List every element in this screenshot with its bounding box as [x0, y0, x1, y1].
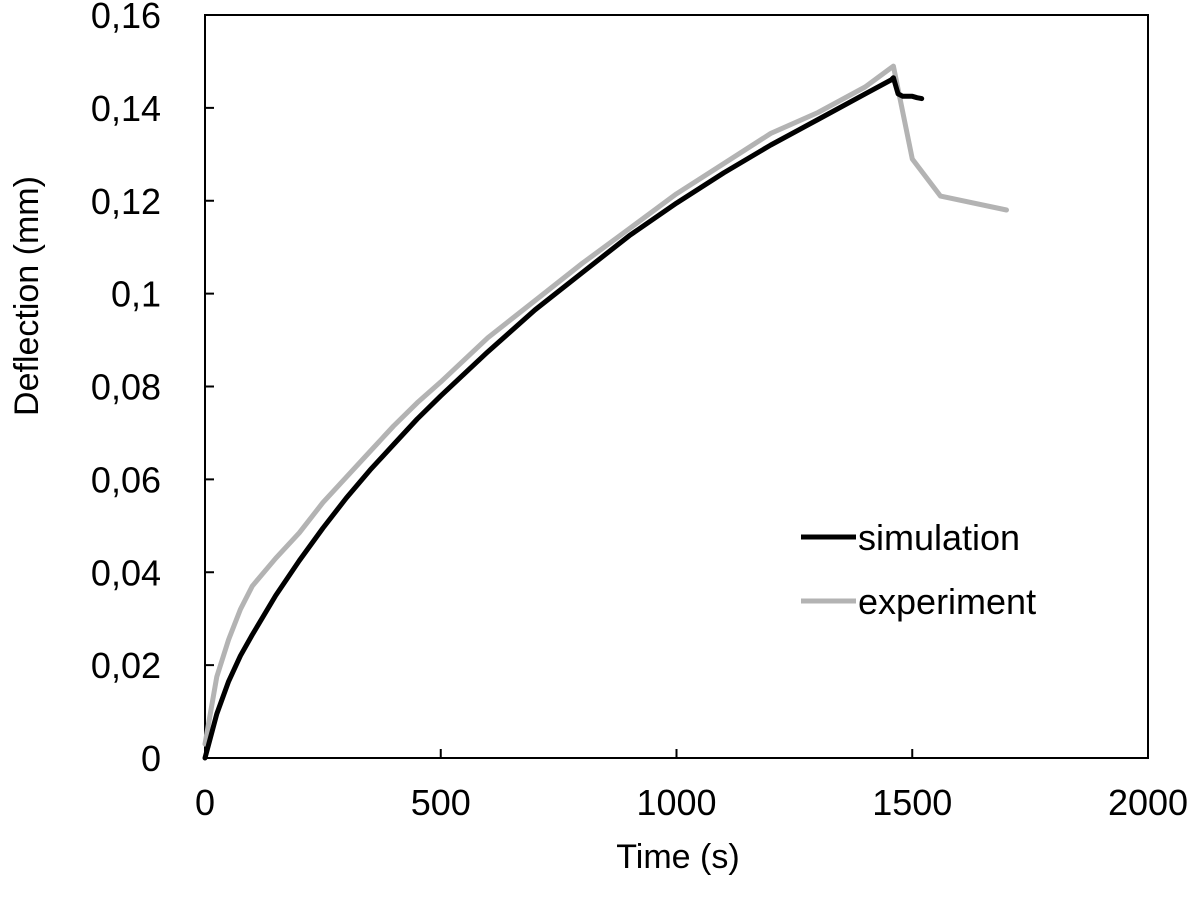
legend: simulation experiment: [801, 517, 1036, 622]
plot-area-border: [204, 14, 1149, 759]
x-tick-label: 2000: [1108, 782, 1188, 823]
y-tick-label: 0: [141, 738, 161, 779]
y-axis-ticks: 0 0,02 0,04 0,06 0,08 0,1 0,12 0,14 0,16: [91, 0, 214, 779]
series-line-simulation: [202, 75, 925, 761]
y-tick-label: 0,12: [91, 181, 161, 222]
y-tick-label: 0,14: [91, 88, 161, 129]
y-tick-label: 0,16: [91, 0, 161, 36]
y-tick-label: 0,02: [91, 645, 161, 686]
y-tick-label: 0,06: [91, 459, 161, 500]
y-tick-label: 0,08: [91, 367, 161, 408]
x-tick-label: 1000: [636, 782, 716, 823]
x-tick-label: 500: [411, 782, 471, 823]
series-line-experiment: [202, 63, 1009, 747]
y-axis-title: Deflection (mm): [8, 176, 46, 416]
plot-frame: [204, 14, 1149, 759]
legend-label-experiment: experiment: [858, 581, 1036, 622]
x-tick-label: 1500: [872, 782, 952, 823]
y-tick-label: 0,1: [111, 274, 161, 315]
legend-label-simulation: simulation: [858, 517, 1020, 558]
x-axis-ticks: 0 500 1000 1500 2000: [195, 749, 1188, 823]
x-tick-label: 0: [195, 782, 215, 823]
series-lines: [202, 63, 1009, 761]
y-tick-label: 0,04: [91, 552, 161, 593]
x-axis-title: Time (s): [616, 838, 739, 876]
